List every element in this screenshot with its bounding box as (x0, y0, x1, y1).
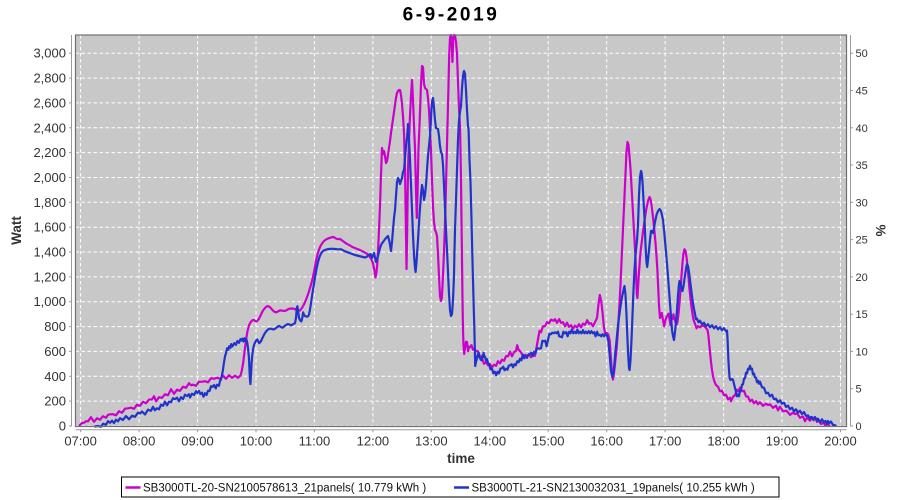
svg-text:40: 40 (856, 123, 868, 135)
svg-text:6-9-2019: 6-9-2019 (403, 5, 500, 26)
svg-text:5: 5 (856, 384, 862, 396)
svg-text:0: 0 (59, 419, 66, 434)
svg-text:09:00: 09:00 (181, 434, 214, 449)
svg-text:1,600: 1,600 (33, 220, 66, 235)
svg-text:50: 50 (856, 48, 868, 60)
svg-text:2,000: 2,000 (33, 170, 66, 185)
svg-text:time: time (447, 451, 475, 466)
svg-text:200: 200 (44, 394, 66, 409)
svg-text:12:00: 12:00 (357, 434, 390, 449)
svg-text:20: 20 (856, 272, 868, 284)
svg-text:35: 35 (856, 160, 868, 172)
svg-text:SB3000TL-21-SN2130032031_19pan: SB3000TL-21-SN2130032031_19panels( 10.25… (472, 483, 755, 495)
svg-text:18:00: 18:00 (707, 434, 740, 449)
svg-text:16:00: 16:00 (590, 434, 623, 449)
svg-text:07:00: 07:00 (64, 434, 97, 449)
svg-text:08:00: 08:00 (123, 434, 156, 449)
svg-text:10:00: 10:00 (240, 434, 273, 449)
svg-text:%: % (873, 224, 888, 236)
svg-text:15: 15 (856, 309, 868, 321)
svg-text:400: 400 (44, 369, 66, 384)
svg-text:Watt: Watt (9, 216, 24, 245)
svg-text:600: 600 (44, 344, 66, 359)
svg-text:2,800: 2,800 (33, 71, 66, 86)
svg-text:11:00: 11:00 (299, 434, 331, 449)
svg-text:25: 25 (856, 235, 868, 247)
svg-text:30: 30 (856, 197, 868, 209)
svg-text:15:00: 15:00 (532, 434, 565, 449)
svg-text:3,000: 3,000 (33, 46, 66, 61)
svg-text:13:00: 13:00 (415, 434, 448, 449)
svg-text:20:00: 20:00 (824, 434, 857, 449)
svg-text:2,200: 2,200 (33, 145, 66, 160)
svg-text:1,800: 1,800 (33, 195, 66, 210)
svg-text:1,000: 1,000 (33, 294, 66, 309)
svg-text:1,200: 1,200 (33, 269, 66, 284)
svg-text:45: 45 (856, 86, 868, 98)
svg-text:0: 0 (856, 421, 862, 433)
svg-text:2,600: 2,600 (33, 95, 66, 110)
svg-text:800: 800 (44, 319, 66, 334)
svg-text:19:00: 19:00 (766, 434, 799, 449)
svg-text:1,400: 1,400 (33, 245, 66, 260)
svg-text:10: 10 (856, 346, 868, 358)
svg-text:17:00: 17:00 (649, 434, 682, 449)
svg-text:SB3000TL-20-SN2100578613_21pan: SB3000TL-20-SN2100578613_21panels( 10.77… (143, 483, 426, 495)
svg-text:2,400: 2,400 (33, 120, 66, 135)
svg-text:14:00: 14:00 (474, 434, 507, 449)
